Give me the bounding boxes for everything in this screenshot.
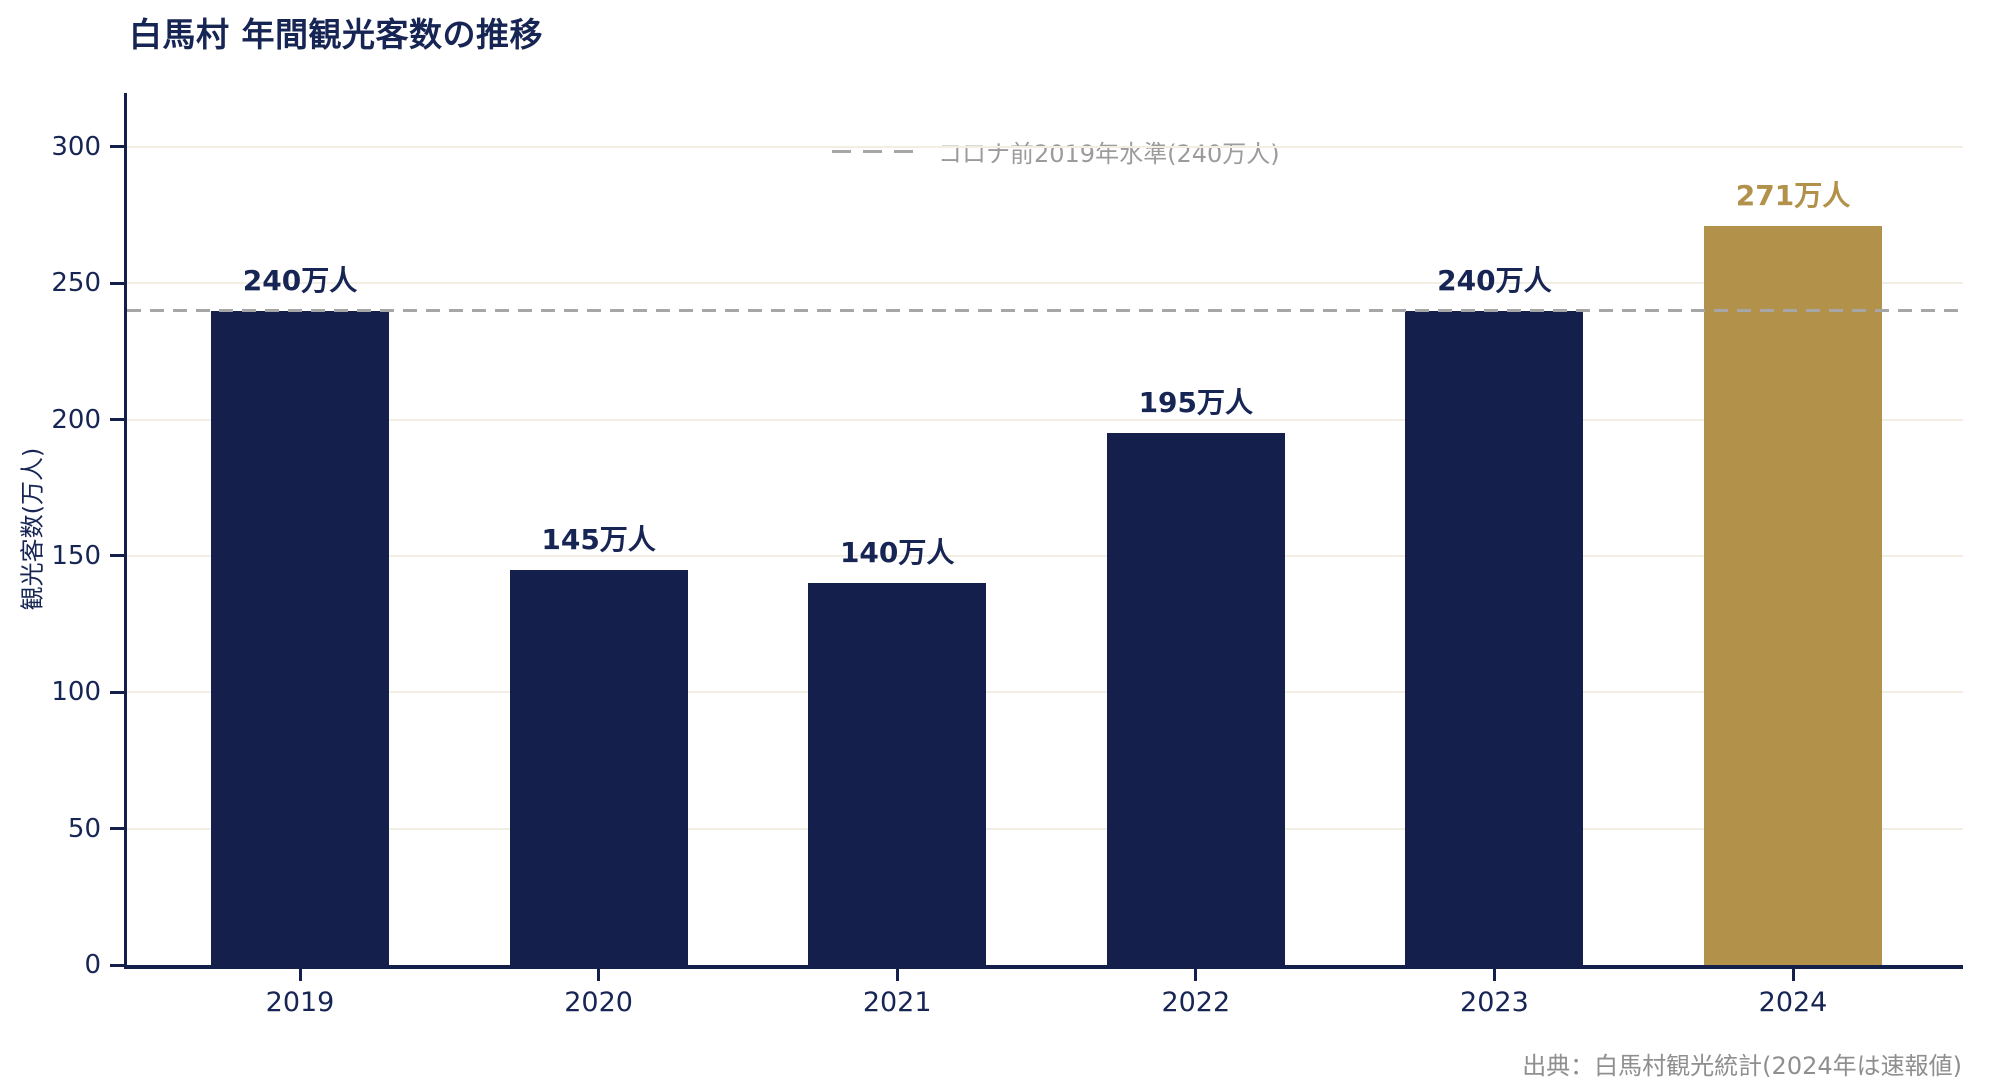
y-tick-300: [110, 145, 124, 149]
x-tick-2024: [1791, 969, 1795, 981]
source-note: 出典：白馬村観光統計(2024年は速報値): [1522, 1052, 1962, 1080]
y-tick-50: [110, 827, 124, 831]
bar-2020: [509, 569, 688, 965]
y-axis-title: 観光客数(万人): [18, 447, 47, 611]
x-tick-2021: [895, 969, 899, 981]
x-tick-label-2021: 2021: [862, 987, 932, 1018]
y-axis-spine: [124, 93, 127, 969]
x-tick-label-2020: 2020: [564, 987, 633, 1018]
y-tick-150: [110, 554, 124, 558]
y-tick-label-0: 0: [84, 950, 101, 980]
bar-2022: [1106, 433, 1285, 965]
y-tick-label-250: 250: [51, 268, 101, 299]
gridline-300: [127, 145, 1963, 148]
chart-title: 白馬村 年間観光客数の推移: [129, 15, 543, 54]
bar-value-label-2019: 240万人: [242, 263, 358, 297]
legend-label: コロナ前2019年水準(240万人): [938, 140, 1280, 168]
x-tick-label-2022: 2022: [1161, 987, 1231, 1018]
x-tick-label-2019: 2019: [265, 987, 335, 1018]
x-axis-spine: [124, 965, 1963, 969]
bar-value-label-2024: 271万人: [1735, 179, 1851, 213]
legend: コロナ前2019年水準(240万人): [832, 134, 1280, 169]
y-tick-200: [110, 418, 124, 422]
bar-2021: [808, 583, 987, 965]
x-tick-2019: [298, 969, 302, 981]
y-tick-label-200: 200: [51, 404, 101, 435]
y-tick-label-50: 50: [67, 813, 101, 844]
gridline-150: [127, 554, 1963, 557]
gridline-50: [127, 827, 1963, 830]
y-tick-100: [110, 690, 124, 694]
x-tick-label-2023: 2023: [1460, 987, 1529, 1018]
x-tick-2022: [1194, 969, 1198, 981]
y-tick-label-150: 150: [51, 540, 101, 571]
gridline-250: [127, 282, 1963, 285]
y-tick-0: [110, 963, 124, 967]
plot-area: コロナ前2019年水準(240万人) 0 50 100 150 200 250 300 240…: [51, 93, 1963, 1018]
bar-value-label-2021: 140万人: [839, 536, 955, 570]
bar-value-label-2020: 145万人: [541, 522, 656, 556]
y-tick-label-300: 300: [51, 131, 101, 162]
gridline-200: [127, 418, 1963, 421]
y-tick-label-100: 100: [51, 677, 101, 708]
bar-value-label-2022: 195万人: [1138, 386, 1254, 420]
bar-2023: [1405, 310, 1584, 965]
dashed-line-swatch: [832, 150, 924, 153]
x-tick-label-2024: 2024: [1758, 987, 1828, 1018]
x-tick-2020: [597, 969, 601, 981]
y-tick-250: [110, 281, 124, 285]
bar-2019: [211, 310, 389, 965]
bar-2024: [1704, 226, 1882, 965]
reference-line-240: [127, 309, 1963, 313]
bar-value-label-2023: 240万人: [1437, 263, 1552, 297]
x-tick-2023: [1492, 969, 1496, 981]
gridline-100: [127, 691, 1963, 694]
